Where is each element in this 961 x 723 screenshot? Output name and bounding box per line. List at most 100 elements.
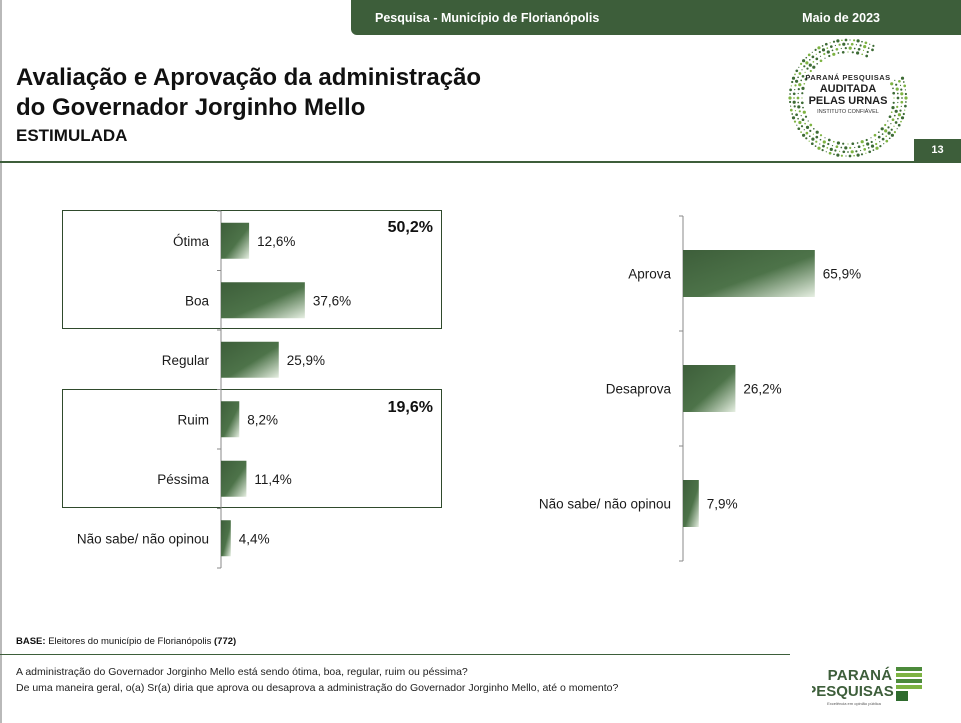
- seal-dot-ring: [788, 38, 908, 158]
- seal-dot: [804, 77, 808, 81]
- seal-dot: [795, 113, 798, 117]
- seal-dot: [844, 146, 848, 150]
- seal-dot: [797, 101, 800, 104]
- seal-dot: [791, 116, 796, 120]
- seal-dot: [841, 39, 843, 42]
- seal-dot: [821, 149, 824, 152]
- seal-dot: [793, 97, 795, 99]
- seal-dot: [797, 88, 800, 91]
- seal-dot: [817, 146, 821, 150]
- audit-seal-logo: PARANÁ PESQUISAS AUDITADA PELAS URNAS IN…: [788, 38, 908, 158]
- seal-dot: [877, 131, 880, 134]
- seal-dot: [811, 137, 815, 141]
- seal-dot: [844, 47, 847, 50]
- seal-dot: [793, 120, 797, 123]
- seal-dot: [847, 151, 849, 153]
- seal-dot: [808, 63, 812, 67]
- seal-dot: [884, 129, 888, 133]
- seal-dot: [872, 149, 875, 151]
- seal-dot: [860, 153, 864, 156]
- seal-dot: [822, 144, 825, 148]
- value-label: 65,9%: [823, 267, 861, 282]
- seal-dot: [795, 79, 799, 83]
- bar-nao-sabe-nao-opinou: [683, 480, 699, 527]
- page-title: Avaliação e Aprovação da administração d…: [16, 63, 481, 123]
- evaluation-chart: Ótima 12,6% Boa 37,6% Regular 25,9% Ruim 8,2% Pé…: [77, 210, 351, 569]
- seal-dot: [900, 92, 904, 96]
- seal-dot: [866, 50, 869, 54]
- seal-dot: [794, 73, 796, 76]
- seal-dot: [857, 145, 861, 149]
- header-bar: Pesquisa - Município de Florianópolis Ma…: [351, 0, 961, 35]
- group-total-positive: 50,2%: [388, 219, 433, 236]
- seal-dot: [885, 135, 888, 138]
- seal-dot: [805, 61, 809, 65]
- seal-dot: [842, 150, 846, 154]
- seal-dot: [801, 86, 805, 90]
- seal-dot: [900, 76, 905, 80]
- bar-aprova: [683, 250, 815, 297]
- seal-dot: [887, 120, 889, 122]
- seal-dot: [797, 92, 799, 95]
- seal-dot: [815, 57, 819, 61]
- seal-dot: [856, 39, 860, 43]
- seal-dot: [868, 150, 872, 154]
- seal-dot: [900, 88, 903, 91]
- seal-dot: [815, 53, 817, 55]
- category-label: Ótima: [173, 234, 209, 249]
- seal-dot: [804, 71, 806, 73]
- seal-dot: [900, 120, 902, 123]
- seal-dot: [824, 42, 828, 46]
- seal-dot: [863, 45, 867, 49]
- parana-pesquisas-logo: PARANÁ PESQUISAS Excelência em opinião p…: [812, 667, 922, 706]
- seal-dot: [815, 130, 819, 134]
- seal-dot: [803, 65, 806, 68]
- footer-divider: [0, 654, 790, 655]
- seal-dot: [807, 53, 811, 57]
- seal-dot: [831, 145, 834, 147]
- seal-dot: [860, 149, 862, 152]
- seal-dot: [829, 42, 831, 44]
- seal-dot: [789, 100, 792, 104]
- seal-dot: [819, 59, 823, 63]
- seal-dot: [800, 79, 803, 82]
- seal-dot: [895, 83, 898, 86]
- seal-dot: [850, 150, 854, 154]
- seal-dot: [861, 53, 864, 56]
- seal-dot: [828, 151, 832, 155]
- seal-dot: [819, 134, 823, 137]
- seal-dot: [881, 137, 885, 141]
- category-label: Não sabe/ não opinou: [539, 497, 671, 512]
- seal-dot: [864, 41, 868, 45]
- seal-dot: [891, 106, 895, 110]
- seal-dot: [893, 131, 896, 134]
- seal-dot: [894, 121, 898, 124]
- survey-label: Pesquisa - Município de Florianópolis: [375, 11, 600, 25]
- category-label: Ruim: [177, 412, 209, 427]
- seal-dot: [802, 106, 804, 109]
- seal-dot: [847, 51, 849, 53]
- seal-dot: [901, 97, 903, 99]
- seal-dot: [816, 62, 819, 65]
- seal-dot: [891, 118, 895, 122]
- seal-dot: [798, 83, 802, 87]
- seal-line-4: INSTITUTO CONFIÁVEL: [817, 108, 879, 115]
- brand-flag-icon: [896, 667, 922, 701]
- category-label: Boa: [185, 293, 210, 308]
- group-box-negative: [62, 389, 442, 508]
- seal-dot: [800, 115, 802, 117]
- seal-dot: [815, 140, 818, 143]
- seal-dot: [797, 76, 799, 79]
- seal-dot: [896, 128, 898, 130]
- seal-dot: [834, 44, 836, 47]
- seal-dot: [809, 69, 812, 73]
- seal-dot: [904, 109, 906, 111]
- seal-dot: [828, 54, 831, 58]
- seal-dot: [861, 40, 863, 43]
- seal-dot: [888, 115, 892, 119]
- seal-dot: [899, 109, 902, 112]
- seal-dot: [829, 147, 833, 151]
- seal-dot: [847, 43, 849, 45]
- seal-dot: [797, 117, 799, 120]
